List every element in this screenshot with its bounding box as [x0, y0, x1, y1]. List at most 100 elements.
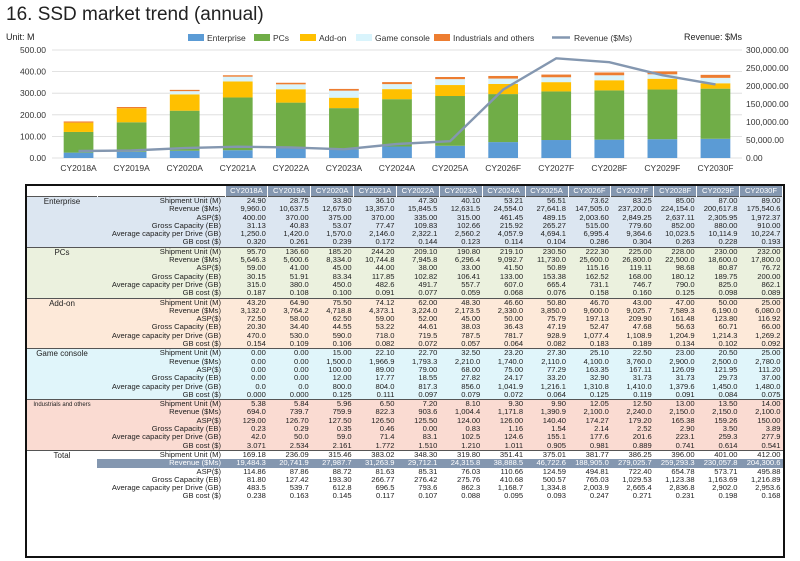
- table-cell: 491.7: [396, 280, 440, 290]
- table-row: GB cost ($) 0.320 0.261 0.239 0.172 0.144 0.12…: [27, 238, 783, 248]
- table-cell: 127.50: [310, 416, 354, 426]
- metric-label: Revenue ($Ms): [97, 408, 225, 417]
- table-cell: 0.091: [653, 390, 697, 400]
- table-cell: 2,665.4: [610, 484, 654, 493]
- table-cell: 0.189: [610, 340, 654, 349]
- bar-segment: [541, 82, 572, 92]
- bar-segment: [275, 82, 306, 85]
- table-cell: 1,123.38: [653, 475, 697, 485]
- bar-segment: [382, 84, 412, 90]
- table-cell: 1.011: [482, 441, 526, 451]
- table-cell: 6,995.4: [568, 230, 611, 239]
- table-cell: 36.43: [482, 323, 526, 332]
- table-cell: 8.10: [439, 399, 483, 409]
- table-cell: 781.7: [482, 331, 526, 341]
- bar-segment: [594, 75, 625, 81]
- table-cell: 155.1: [525, 433, 568, 442]
- bar-segment: [488, 78, 519, 84]
- table-cell: 1,410.0: [610, 382, 654, 391]
- table-cell: 2,146.0: [353, 230, 397, 239]
- table-cell: 58.00: [267, 315, 311, 324]
- table-cell: 26,800.0: [610, 256, 654, 265]
- table-cell: 0.117: [353, 492, 397, 501]
- bar-segment: [435, 96, 465, 146]
- table-cell: 482.6: [353, 280, 397, 290]
- table-cell: 53.07: [310, 221, 354, 231]
- table-cell: 1,480.0: [739, 382, 783, 391]
- table-cell: 48.30: [439, 297, 483, 307]
- table-cell: 1,793.3: [396, 357, 440, 366]
- table-cell: 9,600.0: [568, 306, 611, 316]
- table-cell: 0.981: [568, 441, 611, 451]
- table-cell: 412.00: [739, 449, 783, 460]
- table-cell: 136.60: [267, 246, 311, 257]
- table-cell: 500.57: [525, 475, 568, 485]
- table-cell: 319.80: [439, 449, 483, 460]
- table-cell: 190.80: [439, 246, 483, 257]
- table-cell: 0.089: [739, 289, 783, 299]
- table-cell: 33.20: [525, 374, 568, 383]
- table-cell: 244.20: [353, 246, 397, 257]
- table-cell: 51.91: [267, 272, 311, 281]
- table-cell: 401.00: [696, 449, 740, 460]
- table-row: Revenue ($Ms) 19,484.3 20,741.9 27,987.7 31,…: [27, 459, 783, 468]
- table-cell: 59.00: [225, 264, 268, 273]
- right-axis-unit: Revenue: $Ms: [684, 32, 743, 42]
- table-cell: 9,025.7: [610, 306, 654, 316]
- table-cell: 0.46: [353, 425, 397, 434]
- metric-label: Shipment Unit (M): [97, 449, 225, 460]
- table-cell: 232.00: [739, 246, 783, 257]
- table-cell: 557.7: [439, 280, 483, 290]
- metric-label: Shipment Unit (M): [97, 297, 225, 307]
- table-row: Average capacity per Drive (GB) 483.5 539.…: [27, 484, 783, 493]
- table-cell: 0.183: [568, 340, 611, 349]
- table-cell: 13.00: [653, 399, 697, 409]
- table-cell: 0.741: [653, 441, 697, 451]
- legend-swatch: [254, 34, 270, 41]
- x-axis-tick-label: CY2028F: [591, 163, 627, 173]
- table-cell: 612.8: [310, 484, 354, 493]
- table-cell: 83.25: [610, 196, 654, 206]
- revenue-line: [78, 57, 716, 153]
- table-row: Average capacity per Drive (GB) 470.0 530.…: [27, 331, 783, 341]
- table-cell: 0.304: [610, 238, 654, 248]
- metric-label: Average capacity per Drive (GB): [97, 230, 225, 239]
- bar-segment: [700, 77, 731, 84]
- table-cell: 73.62: [568, 196, 611, 206]
- table-cell: 0.125: [568, 390, 611, 400]
- table-cell: 150.00: [739, 416, 783, 426]
- bar-segment: [329, 149, 359, 158]
- bar-segment: [647, 139, 678, 158]
- table-cell: 696.5: [353, 484, 397, 493]
- table-row: ASP($) 129.00 126.70 127.50 126.50 125.50 124.…: [27, 416, 783, 426]
- bar-segment: [382, 146, 412, 158]
- table-cell: 209.10: [396, 246, 440, 257]
- metric-label: ASP($): [97, 365, 225, 375]
- table-cell: 0.00: [225, 348, 268, 358]
- table-cell: 0.106: [310, 340, 354, 349]
- table-cell: 66.00: [739, 323, 783, 332]
- table-cell: 53.22: [353, 323, 397, 332]
- table-cell: 1,004.4: [439, 408, 483, 417]
- table-cell: 7.20: [396, 399, 440, 409]
- bar-segment: [700, 88, 731, 139]
- table-cell: 607.0: [482, 280, 526, 290]
- table-cell: 0.160: [610, 289, 654, 299]
- legend-label: PCs: [273, 33, 289, 43]
- table-cell: 279,025.7: [610, 459, 654, 468]
- table-cell: 0.000: [267, 390, 311, 400]
- table-cell: 0.064: [525, 390, 568, 400]
- table-cell: 13,357.0: [353, 205, 397, 214]
- table-cell: 722.40: [610, 467, 654, 476]
- bar-segment: [329, 88, 359, 91]
- table-cell: 47.00: [653, 297, 697, 307]
- bar-segment: [541, 91, 572, 141]
- table-cell: 2.14: [568, 425, 611, 434]
- table-cell: 10,023.5: [653, 230, 697, 239]
- table-cell: 47.30: [396, 196, 440, 206]
- table-cell: 276.42: [396, 475, 440, 485]
- y-axis-tick-label: 500.00: [20, 45, 46, 55]
- table-cell: 174.27: [568, 416, 611, 426]
- table-cell: 410.68: [482, 475, 526, 485]
- table-cell: 116.92: [739, 315, 783, 324]
